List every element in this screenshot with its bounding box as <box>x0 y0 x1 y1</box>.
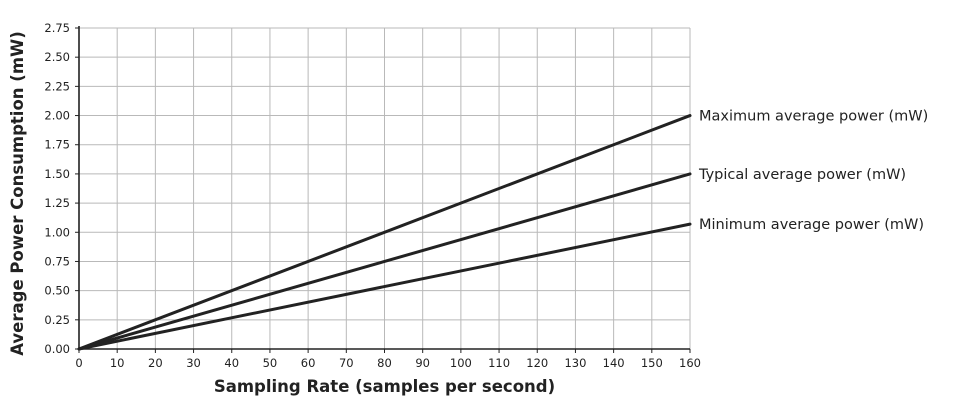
series-label: Minimum average power (mW) <box>699 217 924 233</box>
x-tick-label: 160 <box>679 356 701 370</box>
y-tick-label: 0.00 <box>44 342 70 356</box>
series-line <box>77 172 692 351</box>
x-tick-label: 60 <box>301 356 316 370</box>
y-tick-label: 2.75 <box>44 21 70 35</box>
y-tick-label: 0.25 <box>44 313 70 327</box>
x-tick-label: 130 <box>564 356 586 370</box>
tick-labels: 0 10 20 30 40 50 60 70 80 90 100 110 120 130 140 150 160… <box>44 21 701 370</box>
x-tick-label: 40 <box>224 356 239 370</box>
series-lines <box>77 114 692 351</box>
series-label: Maximum average power (mW) <box>699 109 928 125</box>
x-tick-label: 110 <box>488 356 510 370</box>
x-axis-title: Sampling Rate (samples per second) <box>214 377 555 396</box>
x-tick-label: 10 <box>110 356 125 370</box>
series-label: Typical average power (mW) <box>698 167 906 183</box>
y-tick-label: 2.25 <box>44 79 70 93</box>
y-tick-label: 2.50 <box>44 50 70 64</box>
y-tick-label: 1.50 <box>44 167 70 181</box>
x-tick-label: 70 <box>339 356 354 370</box>
y-axis-title: Average Power Consumption (mW) <box>8 31 27 356</box>
x-tick-label: 140 <box>603 356 625 370</box>
y-tick-label: 0.50 <box>44 284 70 298</box>
y-tick-label: 1.25 <box>44 196 70 210</box>
series-labels: Maximum average power (mW) Typical averag… <box>698 109 928 234</box>
series-line <box>77 114 692 351</box>
x-tick-label: 150 <box>641 356 663 370</box>
x-tick-label: 30 <box>186 356 201 370</box>
x-tick-label: 80 <box>377 356 392 370</box>
x-tick-label: 50 <box>263 356 278 370</box>
x-tick-label: 0 <box>75 356 82 370</box>
y-tick-label: 1.00 <box>44 225 70 239</box>
series-line <box>77 222 692 351</box>
grid <box>78 27 691 350</box>
x-tick-label: 20 <box>148 356 163 370</box>
x-tick-label: 100 <box>450 356 472 370</box>
y-tick-label: 1.75 <box>44 138 70 152</box>
x-tick-label: 120 <box>526 356 548 370</box>
axes <box>75 26 691 353</box>
y-tick-label: 2.00 <box>44 109 70 123</box>
x-tick-label: 90 <box>415 356 430 370</box>
y-tick-label: 0.75 <box>44 254 70 268</box>
